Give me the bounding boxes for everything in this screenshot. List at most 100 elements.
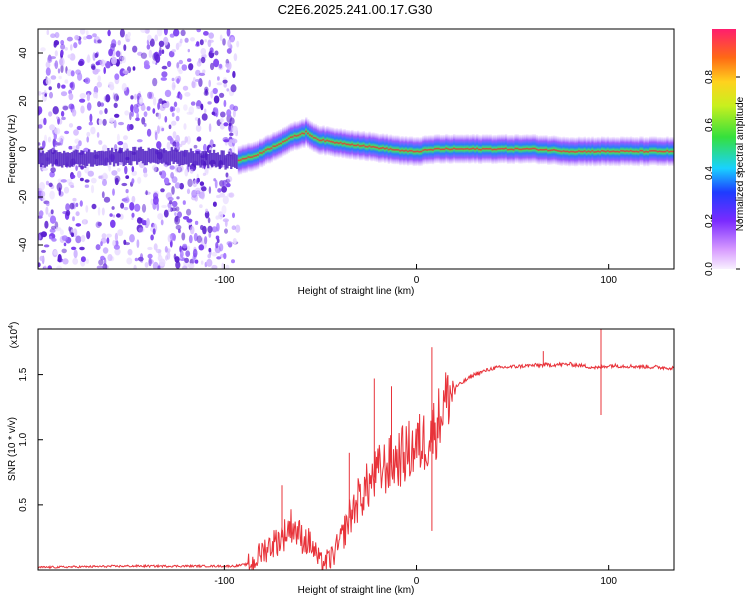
band-column <box>137 147 141 162</box>
band-column <box>647 137 650 167</box>
band-column <box>614 137 617 167</box>
noise-speckle <box>96 132 100 138</box>
band-column <box>93 150 97 165</box>
noise-speckle <box>76 144 80 150</box>
noise-speckle <box>114 113 120 118</box>
noise-speckle <box>202 172 206 176</box>
band-column <box>161 149 164 164</box>
noise-speckle <box>190 37 195 42</box>
band-column <box>374 132 377 162</box>
band-column <box>316 125 319 154</box>
noise-speckle <box>186 188 191 195</box>
noise-speckle <box>200 260 204 265</box>
band-column <box>599 137 602 167</box>
noise-speckle <box>164 89 172 98</box>
noise-speckle <box>125 35 131 43</box>
noise-speckle <box>117 40 121 46</box>
band-column <box>456 134 460 164</box>
band-column <box>174 147 177 163</box>
noise-speckle <box>161 49 165 54</box>
noise-speckle <box>117 141 124 146</box>
band-column <box>283 126 287 156</box>
colorbar-tick-label: 0.2 <box>704 214 715 228</box>
band-column <box>251 142 254 172</box>
noise-speckle <box>116 133 120 143</box>
band-column <box>543 135 546 165</box>
noise-speckle <box>171 176 178 184</box>
noise-speckle <box>143 122 147 127</box>
noise-speckle <box>167 135 173 141</box>
band-column <box>616 137 619 166</box>
band-column <box>514 134 517 163</box>
noise-speckle <box>54 140 58 148</box>
noise-speckle <box>97 101 102 108</box>
band-column <box>422 135 425 165</box>
noise-speckle <box>157 102 161 110</box>
band-column <box>589 137 592 167</box>
colorbar-tick-label: 0.6 <box>704 118 715 132</box>
band-column <box>172 149 175 164</box>
noise-speckle <box>187 58 192 62</box>
noise-speckle <box>56 265 62 269</box>
band-column <box>545 135 548 164</box>
noise-speckle <box>75 223 82 227</box>
band-column <box>122 151 125 167</box>
noise-speckle <box>226 109 232 117</box>
noise-speckle <box>124 110 130 116</box>
band-column <box>497 134 500 164</box>
x-tick-label: 100 <box>600 275 617 286</box>
noise-speckle <box>215 235 220 240</box>
noise-speckle <box>175 134 181 144</box>
band-column <box>372 132 375 162</box>
noise-speckle <box>154 34 158 42</box>
noise-speckle <box>48 111 53 117</box>
noise-speckle <box>86 34 93 40</box>
noise-speckle <box>49 124 56 131</box>
noise-speckle <box>221 185 228 193</box>
band-column <box>314 123 318 153</box>
noise-speckle <box>167 207 172 212</box>
band-column <box>153 148 156 163</box>
noise-speckle <box>86 102 92 111</box>
band-column <box>320 126 323 155</box>
noise-speckle <box>186 111 193 115</box>
noise-speckle <box>43 244 50 248</box>
noise-speckle <box>175 115 180 122</box>
band-column <box>107 148 110 163</box>
noise-speckle <box>77 170 82 179</box>
noise-speckle <box>126 124 131 132</box>
noise-speckle <box>67 54 72 59</box>
noise-speckle <box>165 255 168 261</box>
band-column <box>364 132 367 161</box>
noise-speckle <box>225 182 231 188</box>
noise-speckle <box>150 234 154 241</box>
noise-speckle <box>232 70 236 79</box>
noise-speckle <box>232 238 237 245</box>
noise-speckle <box>223 122 229 127</box>
band-column <box>76 149 79 165</box>
noise-speckle <box>117 167 121 172</box>
noise-speckle <box>124 242 130 246</box>
noise-speckle <box>70 174 76 179</box>
noise-speckle <box>112 240 116 247</box>
noise-speckle <box>125 189 129 194</box>
band-column <box>97 151 100 166</box>
snr-axes: -100 0 100 0.5 1.0 1.5 <box>18 367 617 587</box>
noise-speckle <box>91 203 97 210</box>
noise-speckle <box>209 139 214 149</box>
noise-speckle <box>85 258 90 264</box>
noise-speckle <box>75 235 82 244</box>
band-column <box>568 137 571 167</box>
noise-speckle <box>77 60 84 67</box>
band-column <box>549 136 552 165</box>
noise-speckle <box>201 113 208 121</box>
noise-speckle <box>189 168 194 174</box>
noise-speckle <box>50 33 56 38</box>
band-column <box>155 149 158 164</box>
band-column <box>416 136 419 166</box>
band-column <box>476 134 479 163</box>
noise-speckle <box>197 117 201 126</box>
noise-speckle <box>210 62 215 71</box>
noise-speckle <box>174 164 181 173</box>
